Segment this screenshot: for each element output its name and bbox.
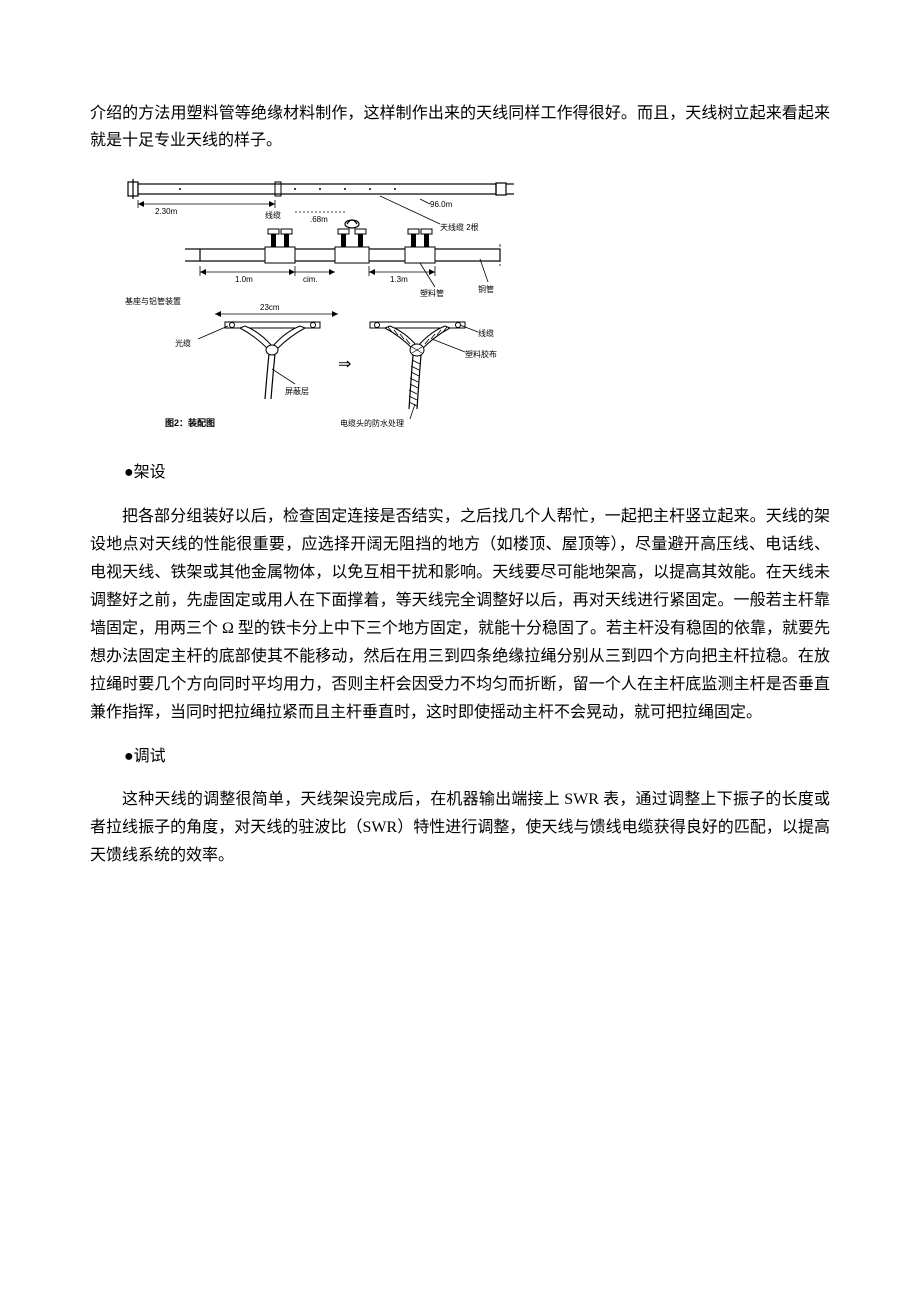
y-connector-right xyxy=(370,322,465,409)
intro-text: 介绍的方法用塑料管等绝缘材料制作，这样制作出来的天线同样工作得很好。而且，天线树… xyxy=(90,100,830,154)
dim-top-right: 96.0m xyxy=(430,200,453,209)
waterproof-label: 电缆头的防水处理 xyxy=(340,418,404,428)
coax-label: 屏蔽层 xyxy=(285,386,309,396)
wire-label: 线缆 xyxy=(265,210,281,220)
dim-top-mid: .68m xyxy=(310,215,328,224)
dim-23cm: 23cm xyxy=(260,303,280,312)
dim-mid-left: 1.0m xyxy=(235,275,253,284)
assembly-diagram: 2.30m 96.0m 线缆 .68m 天线缆 2根 xyxy=(120,174,520,434)
plastic-tape-label: 塑料胶布 xyxy=(465,349,497,359)
top-tube-group xyxy=(128,179,514,199)
figure-caption: 图2：装配图 xyxy=(165,417,215,428)
diagram-svg: 2.30m 96.0m 线缆 .68m 天线缆 2根 xyxy=(120,174,520,434)
wire-left-label: 光缆 xyxy=(175,338,191,348)
paragraph-debug: 这种天线的调整很简单，天线架设完成后，在机器输出端接上 SWR 表，通过调整上下… xyxy=(90,786,830,870)
heading-setup: ●架设 xyxy=(124,459,830,486)
bolt-label: 天线缆 2根 xyxy=(440,222,479,232)
dim-mid-right: 1.3m xyxy=(390,275,408,284)
paragraph-setup: 把各部分组装好以后，检查固定连接是否结实，之后找几个人帮忙，一起把主杆竖立起来。… xyxy=(90,503,830,727)
base-label: 基座与铝管装置 xyxy=(125,296,181,306)
heading-debug: ●调试 xyxy=(124,743,830,770)
dim-top-left: 2.30m xyxy=(155,207,178,216)
wire-right-label: 线缆 xyxy=(478,328,494,338)
dim-mid-center: cim. xyxy=(303,275,318,284)
arrow-icon: ⇒ xyxy=(338,356,351,373)
clamp-label: 铜管 xyxy=(478,284,494,294)
plastic-pipe-label: 塑料管 xyxy=(420,288,444,298)
